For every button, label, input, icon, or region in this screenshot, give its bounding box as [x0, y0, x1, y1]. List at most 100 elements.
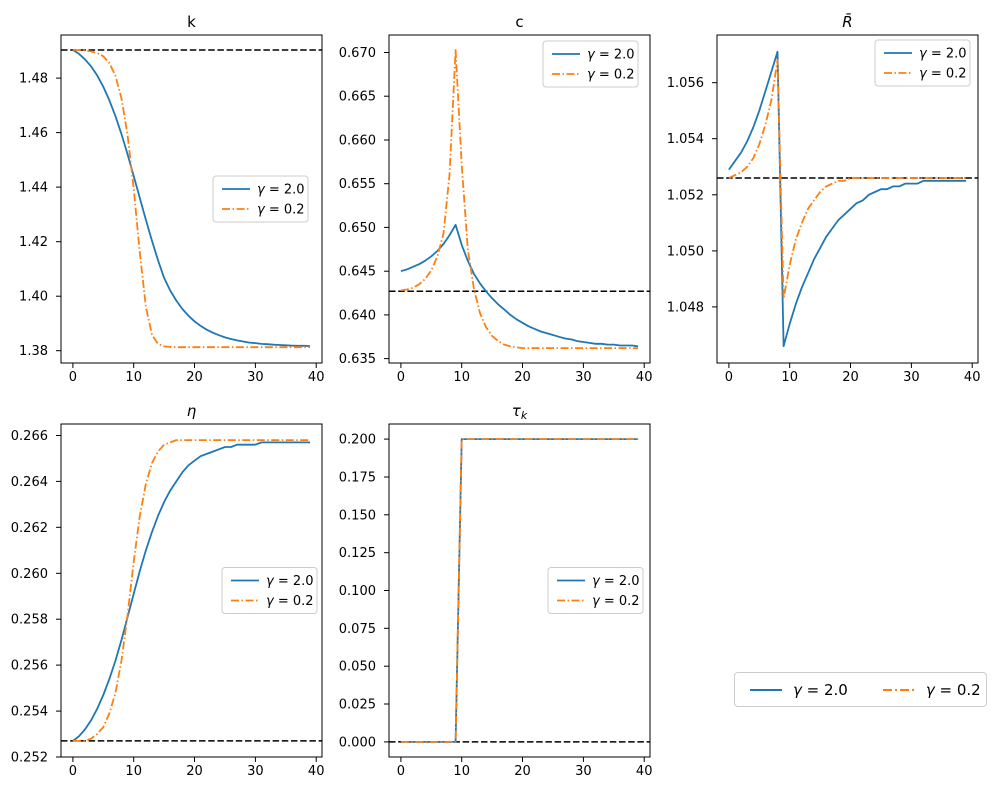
legend-box [874, 39, 971, 87]
figure-legend: γ = 2.0 γ = 0.2 [734, 672, 987, 707]
gamma-symbol: γ [793, 680, 802, 699]
y-tick-label: 0.175 [339, 471, 376, 486]
x-tick-label: 0 [397, 764, 405, 779]
legend-entry-gamma-2: γ = 2.0 [749, 681, 848, 699]
legend-label: γ = 2.0 [266, 574, 314, 589]
y-tick-label: 0.254 [11, 705, 48, 720]
subplot-c: 0 10 20 30 40 0.635 0.640 0.645 0.650 0.655 0.660 0… [339, 13, 653, 385]
y-tick-label: 0.125 [339, 546, 376, 561]
x-tick-label: 20 [186, 370, 203, 385]
legend-label: γ = 0.2 [257, 203, 305, 218]
subplot-tauk: 0 10 20 30 40 0.000 0.025 0.050 0.075 0.100 0.125 0… [339, 402, 653, 779]
x-tick-label: 20 [514, 370, 531, 385]
legend-box [542, 40, 639, 88]
x-tick-label: 20 [842, 370, 859, 385]
y-tick-label: 1.44 [19, 181, 48, 196]
x-tick-label: 0 [69, 764, 77, 779]
legend-label-gamma-2: γ = 2.0 [793, 681, 848, 699]
series-line-gamma-02 [400, 438, 639, 743]
series-line-gamma-2 [72, 49, 311, 347]
x-tick-label: 0 [397, 370, 405, 385]
y-tick-label: 1.054 [667, 132, 704, 147]
subplot-title: τk [512, 402, 528, 422]
y-tick-label: 0.645 [339, 265, 376, 280]
legend-box [212, 175, 309, 223]
gamma-symbol: γ [925, 680, 935, 699]
x-tick-label: 0 [725, 370, 733, 385]
x-tick-label: 30 [247, 370, 264, 385]
legend-label: γ = 0.2 [592, 594, 640, 609]
subplot-eta: 0 10 20 30 40 0.252 0.254 0.256 0.258 0.260 0.262 0… [11, 402, 325, 779]
x-tick-label: 20 [514, 764, 531, 779]
y-tick-label: 1.052 [667, 188, 704, 203]
y-tick-label: 0.258 [11, 613, 48, 628]
dashdot-line-swatch-icon [882, 688, 915, 691]
x-tick-label: 40 [964, 370, 981, 385]
y-tick-label: 0.262 [11, 521, 48, 536]
y-tick-label: 0.264 [11, 475, 48, 490]
subplot-title: k [187, 13, 196, 31]
y-tick-label: 1.38 [19, 344, 48, 359]
x-tick-label: 40 [308, 370, 325, 385]
y-tick-label: 0.050 [339, 660, 376, 675]
legend-label: γ = 2.0 [257, 183, 305, 198]
y-tick-label: 0.000 [339, 735, 376, 750]
x-tick-label: 10 [125, 370, 142, 385]
y-tick-label: 0.670 [339, 46, 376, 61]
axes-border [716, 34, 979, 364]
x-tick-label: 40 [636, 764, 653, 779]
y-tick-label: 0.266 [11, 429, 48, 444]
y-tick-label: 1.42 [19, 235, 48, 250]
y-tick-label: 1.048 [667, 300, 704, 315]
y-tick-label: 0.655 [339, 177, 376, 192]
x-tick-label: 10 [781, 370, 798, 385]
y-tick-label: 0.650 [339, 221, 376, 236]
series-line-gamma-2 [728, 50, 967, 348]
y-tick-label: 1.050 [667, 244, 704, 259]
x-tick-label: 40 [636, 370, 653, 385]
x-tick-label: 30 [575, 370, 592, 385]
series-line-gamma-02 [72, 49, 311, 349]
x-tick-label: 10 [453, 370, 470, 385]
legend-label: γ = 0.2 [266, 594, 314, 609]
series-line-gamma-02 [400, 49, 639, 349]
y-tick-label: 0.025 [339, 698, 376, 713]
y-tick-label: 0.635 [339, 352, 376, 367]
series-line-gamma-02 [728, 59, 967, 300]
axes-border [60, 34, 323, 364]
legend-label: γ = 2.0 [587, 48, 635, 63]
x-tick-label: 10 [453, 764, 470, 779]
gamma-value: = 2.0 [801, 680, 848, 699]
x-tick-label: 30 [575, 764, 592, 779]
y-tick-label: 0.660 [339, 134, 376, 149]
y-tick-label: 1.48 [19, 72, 48, 87]
y-tick-label: 0.100 [339, 584, 376, 599]
y-tick-label: 0.256 [11, 659, 48, 674]
axes-border [388, 34, 651, 364]
x-tick-label: 40 [308, 764, 325, 779]
series-line-gamma-2 [400, 223, 639, 348]
x-tick-label: 0 [69, 370, 77, 385]
series-line-gamma-02 [72, 439, 311, 742]
x-tick-label: 10 [125, 764, 142, 779]
subplot-title: c [515, 13, 523, 31]
y-tick-label: 1.40 [19, 290, 48, 305]
y-tick-label: 1.056 [667, 76, 704, 91]
y-tick-label: 0.150 [339, 508, 376, 523]
y-tick-label: 0.075 [339, 622, 376, 637]
solid-line-swatch-icon [750, 688, 782, 691]
x-tick-label: 20 [186, 764, 203, 779]
x-tick-label: 30 [903, 370, 920, 385]
x-tick-label: 30 [247, 764, 264, 779]
y-tick-label: 0.640 [339, 308, 376, 323]
y-tick-label: 0.252 [11, 751, 48, 766]
y-tick-label: 1.46 [19, 126, 48, 141]
legend-label: γ = 0.2 [919, 67, 967, 82]
subplot-k: 0 10 20 30 40 1.38 1.40 1.42 1.44 1.46 1.48 k γ = 2.… [19, 13, 324, 385]
axes-border [60, 423, 323, 758]
series-line-gamma-2 [72, 441, 311, 742]
gamma-value: = 0.2 [934, 680, 981, 699]
legend-label: γ = 2.0 [919, 47, 967, 62]
